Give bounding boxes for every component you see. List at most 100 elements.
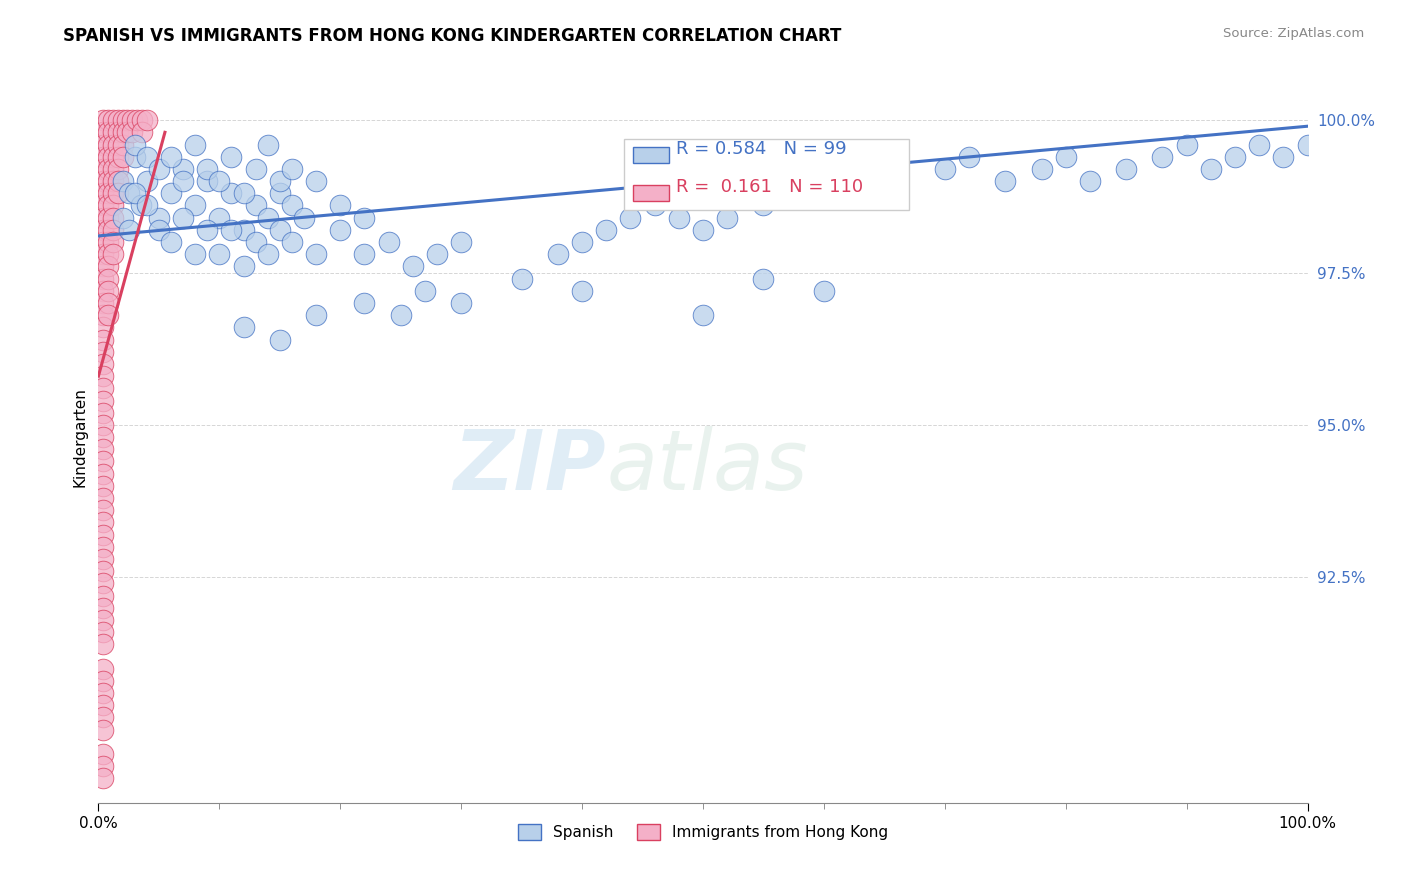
Point bbox=[692, 308, 714, 322]
Point bbox=[101, 150, 124, 164]
Point bbox=[91, 357, 114, 371]
Point bbox=[1115, 161, 1137, 176]
Point bbox=[101, 161, 124, 176]
Text: ZIP: ZIP bbox=[454, 425, 606, 507]
Point bbox=[281, 161, 304, 176]
Point bbox=[91, 223, 114, 237]
Point bbox=[148, 223, 170, 237]
Point bbox=[124, 186, 146, 201]
Point bbox=[91, 308, 114, 322]
Point bbox=[184, 247, 207, 261]
Point bbox=[91, 333, 114, 347]
Point bbox=[994, 174, 1017, 188]
Point bbox=[124, 137, 146, 152]
Point bbox=[101, 235, 124, 249]
Point bbox=[107, 186, 129, 201]
Point bbox=[91, 552, 114, 566]
Point bbox=[97, 161, 120, 176]
Point bbox=[118, 223, 141, 237]
Point bbox=[1223, 150, 1246, 164]
Point bbox=[547, 247, 569, 261]
Point bbox=[111, 174, 134, 188]
Point bbox=[353, 247, 375, 261]
Point bbox=[111, 113, 134, 128]
Text: atlas: atlas bbox=[606, 425, 808, 507]
Point bbox=[148, 211, 170, 225]
Point bbox=[256, 247, 278, 261]
Point bbox=[91, 296, 114, 310]
Point bbox=[184, 198, 207, 212]
Point bbox=[232, 260, 254, 274]
Point bbox=[91, 479, 114, 493]
Point bbox=[91, 417, 114, 432]
Point bbox=[111, 125, 134, 139]
Point bbox=[131, 125, 153, 139]
Point bbox=[221, 223, 243, 237]
Point bbox=[91, 467, 114, 481]
Point bbox=[450, 296, 472, 310]
Point bbox=[91, 686, 114, 700]
Point bbox=[91, 211, 114, 225]
Point bbox=[101, 125, 124, 139]
Point bbox=[91, 430, 114, 444]
Point bbox=[195, 223, 218, 237]
Point bbox=[91, 625, 114, 640]
Point bbox=[91, 637, 114, 651]
Point bbox=[571, 235, 593, 249]
Point bbox=[752, 198, 775, 212]
Point bbox=[292, 211, 315, 225]
Y-axis label: Kindergarten: Kindergarten bbox=[72, 387, 87, 487]
Point bbox=[91, 381, 114, 395]
Point bbox=[91, 759, 114, 773]
Point bbox=[377, 235, 399, 249]
Point bbox=[97, 174, 120, 188]
Point bbox=[256, 137, 278, 152]
Point bbox=[305, 308, 328, 322]
Point bbox=[305, 247, 328, 261]
Point bbox=[208, 211, 231, 225]
Point bbox=[91, 284, 114, 298]
Bar bbox=[633, 185, 669, 201]
Point bbox=[644, 198, 666, 212]
Point bbox=[281, 235, 304, 249]
Point bbox=[107, 174, 129, 188]
Point bbox=[91, 137, 114, 152]
Point bbox=[101, 198, 124, 212]
Point bbox=[107, 161, 129, 176]
Point bbox=[97, 284, 120, 298]
Point bbox=[127, 113, 149, 128]
Point bbox=[91, 564, 114, 578]
Point bbox=[111, 150, 134, 164]
FancyBboxPatch shape bbox=[624, 138, 908, 211]
Point bbox=[135, 174, 157, 188]
Point bbox=[97, 271, 120, 285]
Point bbox=[91, 600, 114, 615]
Point bbox=[269, 333, 291, 347]
Bar bbox=[633, 146, 669, 163]
Point bbox=[353, 296, 375, 310]
Point bbox=[97, 296, 120, 310]
Point bbox=[121, 113, 143, 128]
Point bbox=[934, 161, 956, 176]
Point bbox=[91, 710, 114, 724]
Point bbox=[1175, 137, 1198, 152]
Point bbox=[269, 186, 291, 201]
Text: Source: ZipAtlas.com: Source: ZipAtlas.com bbox=[1223, 27, 1364, 40]
Point bbox=[97, 137, 120, 152]
Point bbox=[101, 137, 124, 152]
Point bbox=[172, 211, 194, 225]
Point bbox=[101, 247, 124, 261]
Point bbox=[172, 161, 194, 176]
Point bbox=[111, 137, 134, 152]
Point bbox=[245, 198, 267, 212]
Point bbox=[91, 186, 114, 201]
Point bbox=[208, 174, 231, 188]
Point bbox=[91, 271, 114, 285]
Point bbox=[91, 454, 114, 468]
Point bbox=[245, 161, 267, 176]
Point bbox=[111, 211, 134, 225]
Point bbox=[97, 235, 120, 249]
Point bbox=[1199, 161, 1222, 176]
Point bbox=[305, 174, 328, 188]
Point bbox=[353, 211, 375, 225]
